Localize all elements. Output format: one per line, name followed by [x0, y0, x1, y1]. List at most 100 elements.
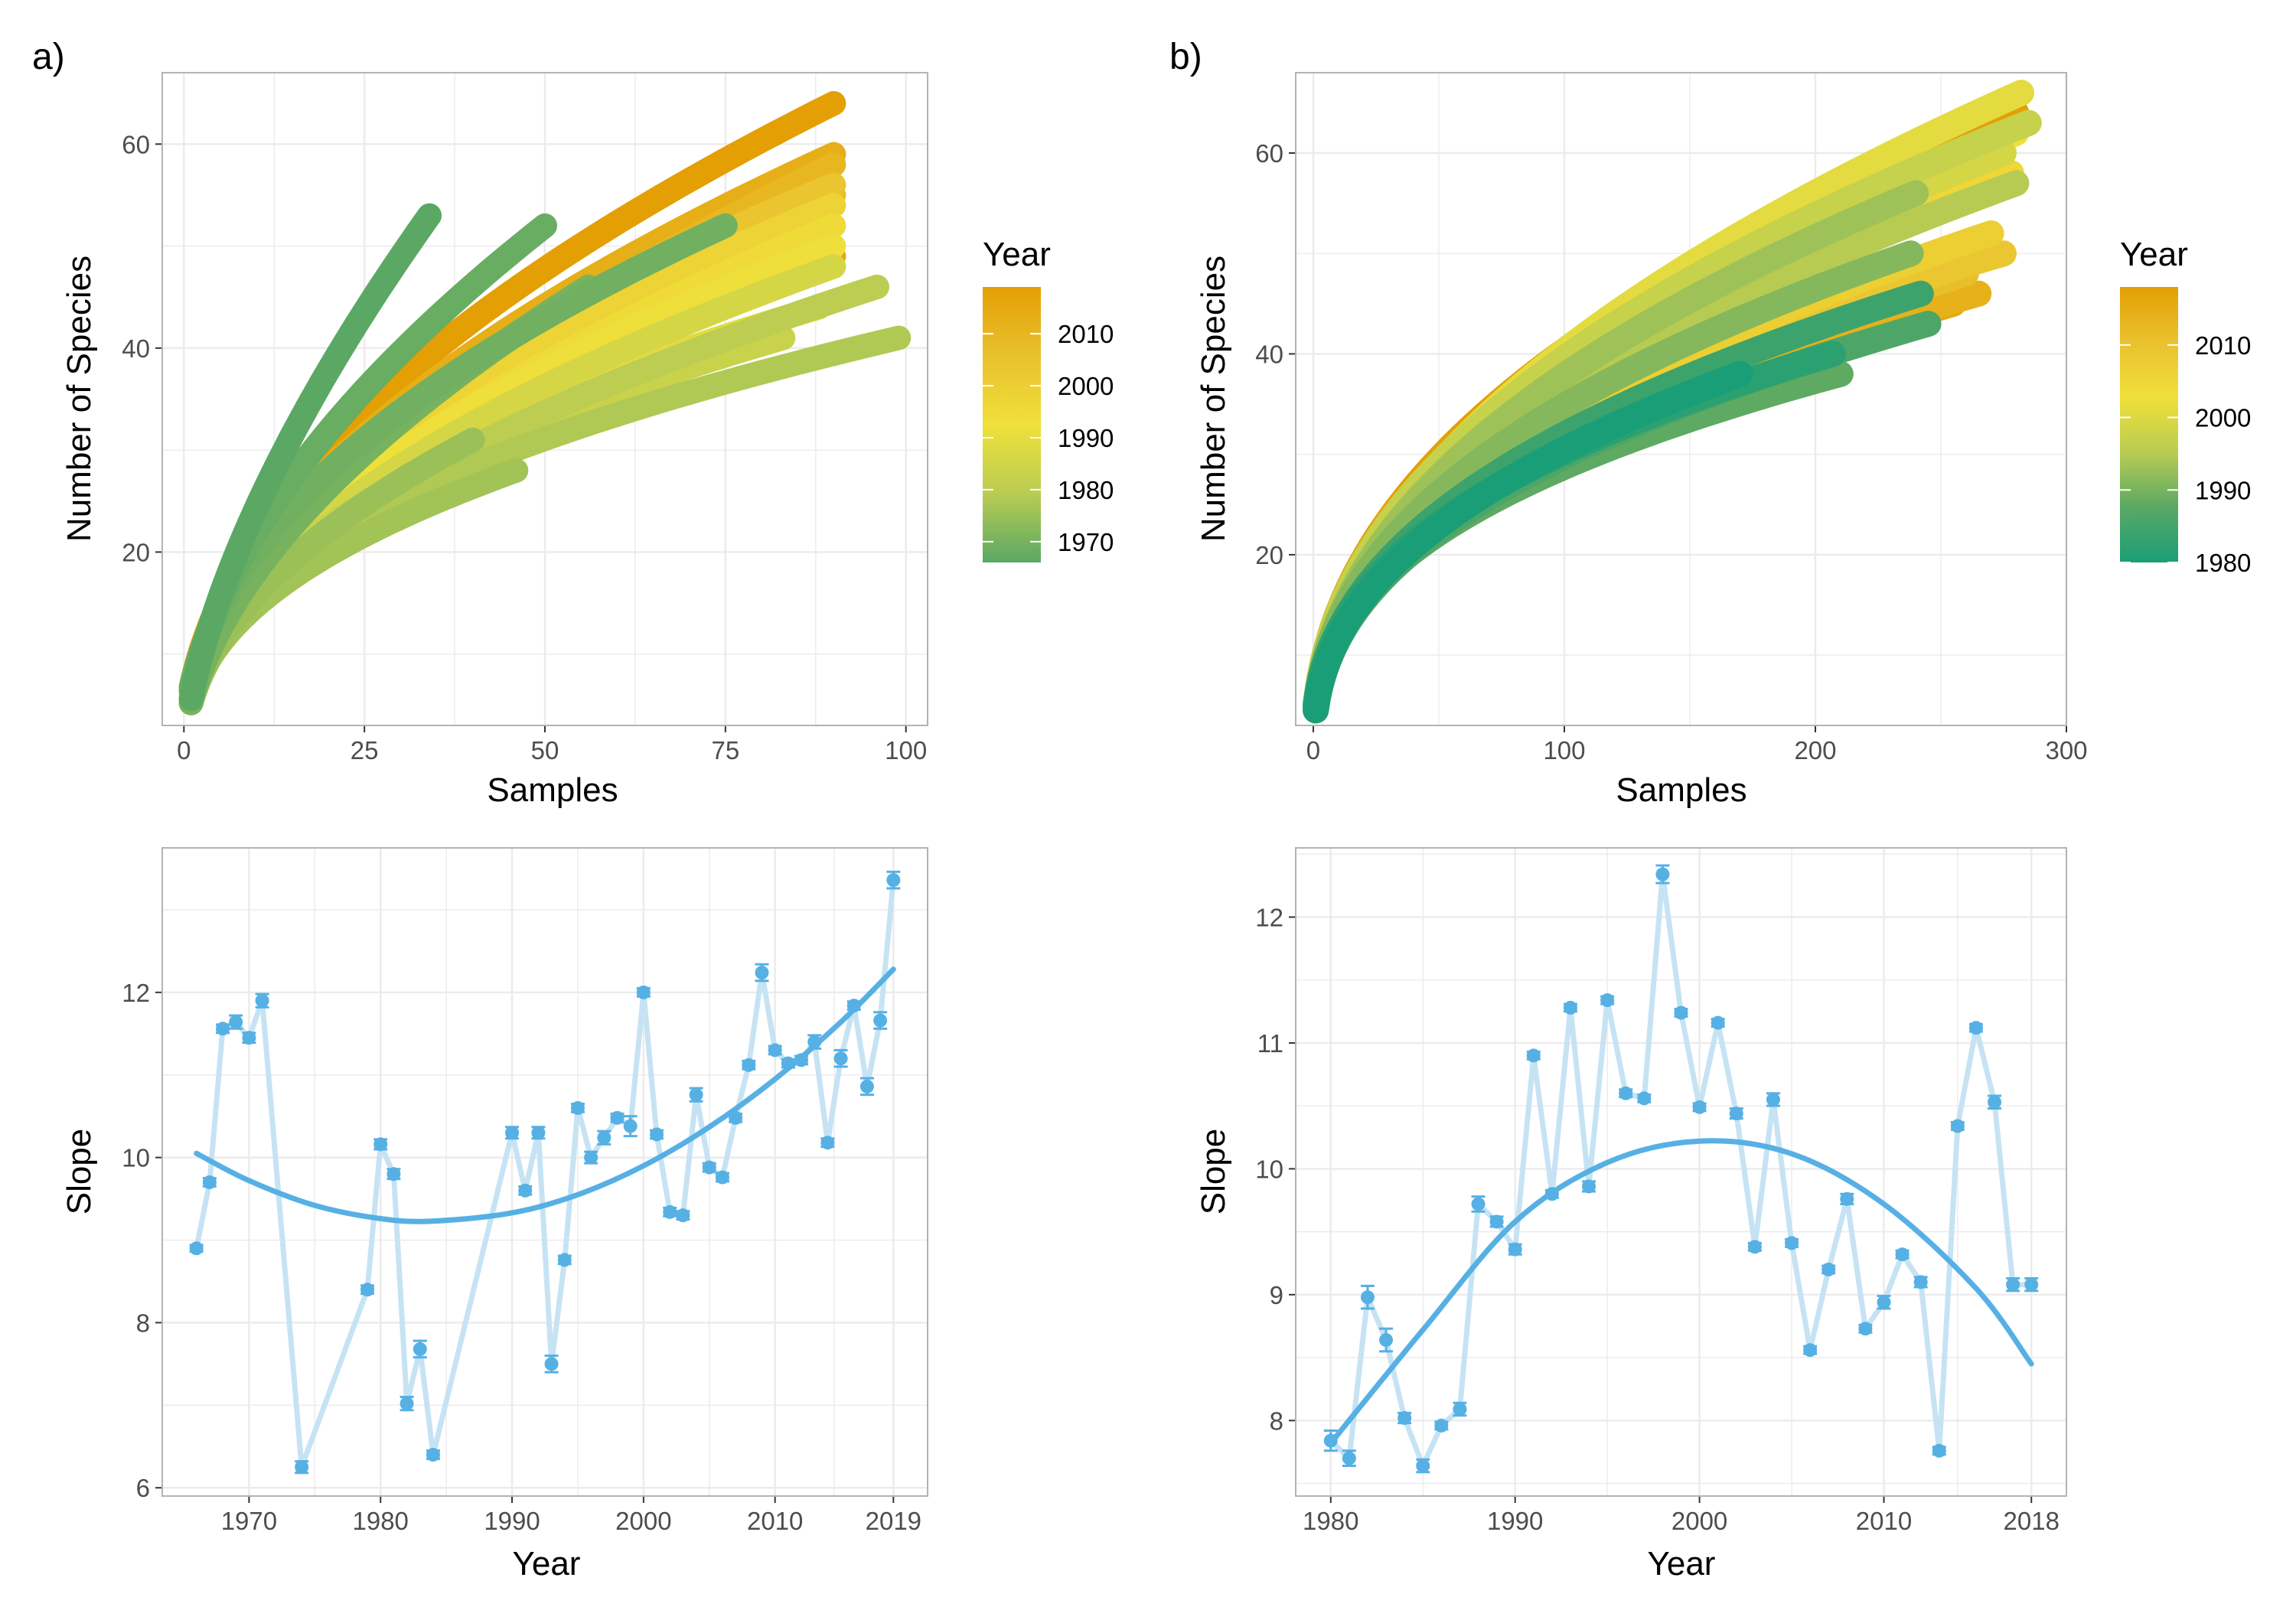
x-axis-title: Samples: [1616, 771, 1746, 809]
observed-points: [189, 870, 901, 1475]
x-tick-label: 75: [711, 736, 739, 764]
species-accumulation-chart-a: 0 25 50 75 100 20 40 60 Samples Number of Species…: [60, 72, 1114, 809]
data-point-1986: [1434, 1418, 1449, 1433]
x-tick-label: 2019: [866, 1507, 921, 1535]
data-point-1995: [1600, 993, 1615, 1008]
data-point-1991: [1526, 1048, 1541, 1063]
y-axis-title: Number of Species: [1195, 256, 1232, 542]
data-point-2002: [663, 1204, 677, 1219]
data-point-1967: [202, 1175, 217, 1189]
data-point-1999: [1674, 1006, 1688, 1020]
panel-letter-b: b): [1169, 37, 1202, 77]
data-point-1990: [505, 1126, 520, 1140]
data-point-2003: [1747, 1240, 1762, 1254]
data-point-1997: [1637, 1091, 1652, 1106]
x-tick-label: 2000: [615, 1507, 671, 1535]
x-axis-title: Year: [1648, 1545, 1716, 1583]
data-point-1998: [1655, 867, 1670, 882]
data-point-1979: [360, 1283, 375, 1297]
legend-title: Year: [983, 236, 1051, 273]
legend-label: 2010: [1058, 320, 1114, 348]
y-tick-label: 8: [1270, 1407, 1283, 1435]
legend-label: 1980: [1058, 476, 1114, 504]
x-axis-title: Samples: [487, 771, 618, 809]
data-point-2015: [1968, 1021, 1983, 1035]
data-point-2009: [755, 965, 769, 980]
data-point-1992: [531, 1126, 546, 1140]
legend-label: 2000: [1058, 372, 1114, 400]
y-axis-title: Slope: [60, 1129, 98, 1215]
data-point-1981: [386, 1167, 401, 1182]
data-point-1990: [1508, 1242, 1522, 1257]
y-tick-label: 12: [122, 979, 150, 1007]
data-point-2007: [729, 1110, 743, 1125]
y-tick-label: 60: [1255, 139, 1283, 168]
data-point-1992: [1544, 1187, 1559, 1201]
data-point-2018: [873, 1013, 888, 1028]
x-tick-label: 0: [1306, 736, 1320, 764]
legend-colorbar: [2120, 287, 2178, 562]
data-point-2016: [1988, 1095, 2002, 1110]
data-point-1983: [1379, 1333, 1394, 1348]
data-point-2017: [859, 1079, 874, 1094]
species-accumulation-chart-b: 0 100 200 300 20 40 60 Samples Number of Species…: [1195, 72, 2251, 809]
data-point-1985: [1416, 1459, 1430, 1473]
legend-label: 2010: [2195, 331, 2251, 360]
x-tick-label: 1980: [1303, 1507, 1358, 1535]
x-tick-label: 2010: [747, 1507, 803, 1535]
y-tick-label: 40: [1255, 340, 1283, 368]
data-point-2014: [820, 1136, 835, 1150]
legend-label: 1990: [2195, 476, 2251, 504]
data-point-1980: [373, 1137, 388, 1152]
data-point-2015: [833, 1051, 848, 1066]
legend-label: 1990: [1058, 424, 1114, 452]
y-tick-label: 9: [1270, 1281, 1283, 1309]
data-point-1997: [597, 1130, 612, 1145]
data-point-2007: [1821, 1262, 1836, 1276]
data-point-1982: [400, 1397, 414, 1411]
data-point-1993: [544, 1357, 559, 1371]
data-point-2016: [846, 999, 861, 1013]
x-tick-label: 0: [177, 736, 191, 764]
data-point-2004: [1766, 1092, 1780, 1107]
data-point-2009: [1858, 1322, 1873, 1336]
legend-title: Year: [2120, 236, 2188, 273]
data-point-2017: [2006, 1277, 2020, 1292]
legend-label: 2000: [2195, 404, 2251, 432]
data-point-2012: [794, 1053, 809, 1068]
data-point-1971: [255, 993, 269, 1008]
data-point-2006: [1803, 1343, 1818, 1358]
data-point-1994: [557, 1253, 572, 1267]
plot-area: [1296, 848, 2066, 1496]
y-tick-label: 11: [1257, 1029, 1283, 1058]
data-point-2012: [1913, 1275, 1928, 1289]
fitted-trend-line: [194, 966, 896, 1224]
data-point-2018: [2024, 1277, 2039, 1292]
data-point-1969: [229, 1015, 243, 1029]
data-point-2004: [689, 1087, 703, 1102]
x-tick-label: 1990: [484, 1507, 540, 1535]
data-point-1984: [426, 1448, 440, 1462]
data-point-1996: [584, 1150, 598, 1165]
data-point-1996: [1619, 1086, 1633, 1100]
data-point-1999: [623, 1119, 638, 1133]
data-point-1968: [216, 1022, 230, 1036]
y-tick-label: 40: [122, 334, 150, 363]
data-point-2013: [807, 1035, 822, 1049]
data-point-1991: [518, 1183, 533, 1198]
accumulation-curve-1980: [1303, 360, 1753, 724]
data-point-1988: [1471, 1197, 1486, 1211]
data-point-2008: [742, 1058, 756, 1072]
panel-border: [1295, 72, 2067, 726]
data-point-2014: [1950, 1119, 1965, 1133]
panel-border: [161, 847, 928, 1497]
legend: Year 2010 2000 1990 1980 1970: [983, 236, 1114, 562]
x-axis-title: Year: [513, 1545, 581, 1583]
grid: [162, 848, 928, 1496]
data-point-2011: [1895, 1247, 1910, 1262]
data-point-2000: [636, 985, 651, 999]
plot-area: [162, 848, 928, 1496]
slope-chart-b: 1980 1990 2000 2010 2018 8 9 10 11 12 Year Slope: [1195, 847, 2067, 1583]
data-point-1974: [295, 1460, 309, 1475]
data-point-2000: [1692, 1100, 1707, 1114]
